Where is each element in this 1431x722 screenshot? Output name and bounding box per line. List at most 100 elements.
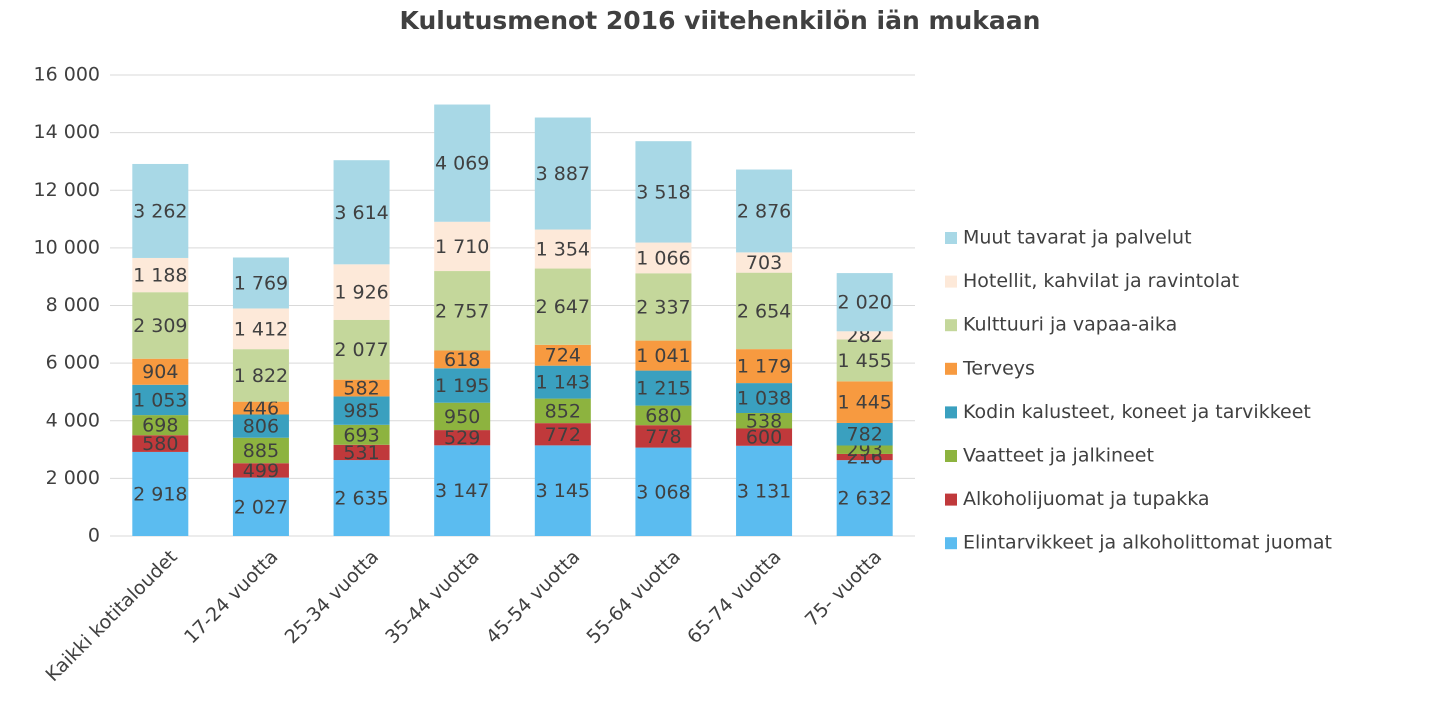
- legend-label: Hotellit, kahvilat ja ravintolat: [963, 270, 1239, 292]
- data-label: 1 354: [536, 239, 590, 261]
- bar-segment: [333, 424, 390, 445]
- data-label: 2 309: [133, 315, 187, 337]
- data-label: 1 188: [133, 265, 187, 287]
- bar-segment: [534, 268, 591, 345]
- x-tick-label: 55-64 vuotta: [583, 546, 685, 648]
- chart-title: Kulutusmenot 2016 viitehenkilön iän muka…: [400, 6, 1041, 35]
- y-tick-label: 10 000: [34, 236, 100, 258]
- y-tick-label: 4 000: [46, 409, 100, 431]
- bar-segment: [836, 273, 893, 332]
- data-label: 1 195: [435, 375, 489, 397]
- data-label: 806: [243, 416, 279, 438]
- data-label: 2 876: [737, 200, 791, 222]
- legend-label: Terveys: [962, 357, 1035, 379]
- legend-swatch: [945, 275, 957, 288]
- x-tick-label: 25-34 vuotta: [281, 546, 383, 648]
- data-label: 950: [444, 406, 480, 428]
- bar-segment: [836, 381, 893, 423]
- data-label: 1 769: [234, 272, 288, 294]
- data-label: 580: [142, 433, 178, 455]
- data-label: 3 131: [737, 480, 791, 502]
- data-label: 680: [645, 405, 681, 427]
- legend-label: Alkoholijuomat ja tupakka: [963, 488, 1210, 510]
- x-tick-label: 35-44 vuotta: [381, 546, 483, 648]
- bar-segment: [836, 445, 893, 454]
- data-label: 600: [746, 427, 782, 449]
- data-label: 1 066: [636, 247, 690, 269]
- data-label: 1 041: [636, 345, 690, 367]
- data-label: 782: [847, 424, 883, 446]
- data-label: 852: [545, 400, 581, 422]
- y-tick-label: 2 000: [46, 467, 100, 489]
- bar-segment: [635, 141, 692, 243]
- bar-segment: [132, 384, 189, 416]
- bar-segment: [232, 401, 289, 415]
- data-label: 693: [343, 424, 379, 446]
- bar-segment: [534, 445, 591, 536]
- bar-segment: [534, 365, 591, 399]
- bar-segment: [635, 425, 692, 448]
- bar-segment: [434, 430, 491, 446]
- bar-segment: [836, 453, 893, 461]
- bar-segment: [534, 117, 591, 230]
- bar-segment: [534, 344, 591, 366]
- legend-swatch: [945, 232, 957, 244]
- bar-segment: [333, 319, 390, 380]
- legend-swatch: [945, 493, 957, 506]
- bar-segment: [232, 437, 289, 464]
- bar-segment: [132, 435, 189, 452]
- data-label: 1 445: [837, 392, 891, 414]
- data-label: 2 337: [636, 296, 690, 318]
- legend-swatch: [945, 537, 957, 550]
- bar-segment: [434, 104, 491, 222]
- bar-segment: [232, 463, 289, 478]
- bar-segment: [534, 398, 591, 424]
- data-label: 4 069: [435, 153, 489, 175]
- data-label: 538: [746, 410, 782, 432]
- bar-segment: [736, 412, 793, 429]
- data-label: 1 455: [837, 350, 891, 372]
- data-label: 1 038: [737, 388, 791, 410]
- y-tick-label: 0: [88, 525, 100, 547]
- x-tick-label: 65-74 vuotta: [683, 546, 785, 648]
- bar-segment: [132, 358, 189, 385]
- legend-swatch: [945, 362, 957, 375]
- data-label: 3 614: [334, 202, 388, 224]
- bar-segment: [333, 396, 390, 425]
- legend-label: Muut tavarat ja palvelut: [963, 227, 1192, 249]
- legend-swatch: [945, 450, 957, 462]
- legend-swatch: [945, 319, 957, 332]
- bar-segment: [434, 445, 491, 536]
- data-label: 1 412: [234, 318, 288, 340]
- bar-segment: [333, 160, 390, 265]
- bar-segment: [635, 340, 692, 371]
- bar-segment: [534, 229, 591, 269]
- data-label: 698: [142, 415, 178, 437]
- bar-segment: [635, 405, 692, 426]
- bar-segment: [333, 444, 390, 461]
- data-label: 2 632: [837, 488, 891, 510]
- legend-swatch: [945, 406, 957, 419]
- data-label: 985: [343, 400, 379, 422]
- data-label: 2 918: [133, 483, 187, 505]
- data-label: 2 654: [737, 300, 791, 322]
- bar-segment: [836, 422, 893, 446]
- bar-segment: [232, 257, 289, 309]
- bar-segment: [333, 460, 390, 536]
- data-label: 3 068: [636, 481, 690, 503]
- bar-segment: [736, 428, 793, 446]
- bar-segment: [232, 414, 289, 438]
- data-label: 2 027: [234, 496, 288, 518]
- legend-label: Kulttuuri ja vapaa-aika: [963, 314, 1177, 336]
- bar-segment: [736, 169, 793, 253]
- data-label: 885: [243, 440, 279, 462]
- bar-segment: [132, 451, 189, 536]
- bar-segment: [132, 163, 189, 258]
- legend-label: Kodin kalusteet, koneet ja tarvikkeet: [963, 401, 1311, 423]
- data-label: 446: [243, 398, 279, 420]
- data-label: 1 710: [435, 236, 489, 258]
- bar-segment: [434, 350, 491, 369]
- bar-segment: [434, 271, 491, 351]
- bar-segment: [232, 477, 289, 536]
- data-label: 904: [142, 361, 178, 383]
